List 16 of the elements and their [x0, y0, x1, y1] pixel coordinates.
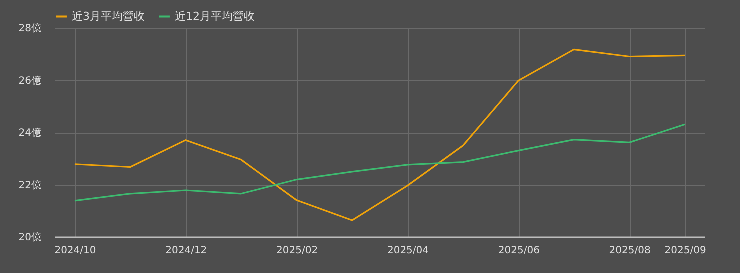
line-series	[74, 124, 686, 202]
x-tick-label: 2025/09	[664, 246, 706, 256]
x-tick-label: 2025/06	[498, 246, 540, 256]
x-tick-label: 2025/08	[609, 246, 651, 256]
line-series	[74, 48, 686, 222]
y-tick-label: 28億	[18, 22, 42, 34]
x-tick-label: 2025/04	[387, 246, 430, 256]
y-tick-label: 20億	[18, 232, 42, 244]
x-tick-label: 2024/10	[54, 246, 96, 256]
legend-label: 近12月平均營收	[175, 10, 255, 23]
y-tick-label: 22億	[18, 179, 42, 192]
legend-label: 近3月平均營收	[72, 10, 145, 23]
x-tick-label: 2024/12	[166, 246, 208, 256]
y-tick-label: 24億	[18, 127, 42, 139]
y-tick-label: 26億	[18, 74, 42, 87]
x-tick-label: 2025/02	[276, 246, 318, 256]
